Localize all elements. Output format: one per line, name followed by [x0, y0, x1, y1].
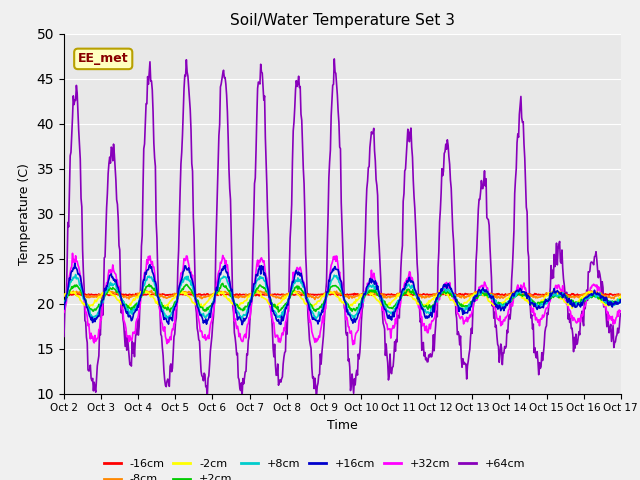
- -2cm: [428, 298, 435, 304]
- +16cm: [238, 322, 246, 327]
- -8cm: [428, 293, 435, 299]
- Line: +8cm: +8cm: [64, 275, 621, 320]
- +8cm: [72, 272, 79, 277]
- +64cm: [330, 56, 338, 62]
- +16cm: [617, 297, 625, 302]
- +64cm: [428, 354, 436, 360]
- +16cm: [128, 317, 136, 323]
- +2cm: [219, 280, 227, 286]
- +32cm: [428, 318, 436, 324]
- +32cm: [60, 310, 68, 315]
- -2cm: [617, 293, 625, 299]
- -16cm: [60, 291, 68, 297]
- +8cm: [185, 277, 193, 283]
- -16cm: [412, 292, 419, 298]
- Line: -16cm: -16cm: [64, 293, 621, 296]
- +32cm: [349, 342, 356, 348]
- +16cm: [214, 279, 222, 285]
- +64cm: [60, 334, 68, 339]
- +8cm: [60, 303, 68, 309]
- +64cm: [184, 73, 192, 79]
- +2cm: [428, 303, 436, 309]
- -16cm: [127, 292, 135, 298]
- +16cm: [71, 261, 79, 266]
- +2cm: [127, 308, 135, 313]
- +32cm: [71, 263, 79, 268]
- +2cm: [275, 309, 282, 315]
- +16cm: [428, 314, 436, 320]
- +16cm: [70, 266, 78, 272]
- +8cm: [214, 285, 222, 290]
- +8cm: [617, 299, 625, 305]
- Line: +32cm: +32cm: [64, 253, 621, 345]
- -16cm: [70, 291, 78, 297]
- -16cm: [184, 292, 192, 298]
- +32cm: [412, 289, 419, 295]
- +16cm: [412, 288, 419, 293]
- -8cm: [60, 293, 68, 299]
- +32cm: [617, 308, 625, 314]
- +16cm: [60, 306, 68, 312]
- Line: +64cm: +64cm: [64, 59, 621, 397]
- Title: Soil/Water Temperature Set 3: Soil/Water Temperature Set 3: [230, 13, 455, 28]
- +32cm: [128, 336, 136, 342]
- -16cm: [617, 292, 625, 298]
- -8cm: [411, 291, 419, 297]
- +16cm: [185, 265, 193, 271]
- +8cm: [128, 312, 136, 317]
- +64cm: [204, 395, 211, 400]
- +8cm: [351, 317, 358, 323]
- -2cm: [184, 293, 192, 299]
- +64cm: [214, 163, 222, 168]
- -16cm: [351, 290, 358, 296]
- -8cm: [214, 290, 221, 296]
- -2cm: [252, 287, 260, 293]
- -2cm: [214, 288, 221, 294]
- X-axis label: Time: Time: [327, 419, 358, 432]
- +2cm: [617, 298, 625, 304]
- +2cm: [412, 291, 419, 297]
- +64cm: [412, 222, 419, 228]
- -16cm: [428, 292, 436, 298]
- +2cm: [214, 289, 221, 295]
- +64cm: [127, 363, 135, 369]
- -8cm: [311, 297, 319, 302]
- -16cm: [356, 293, 364, 299]
- -2cm: [127, 300, 135, 306]
- Y-axis label: Temperature (C): Temperature (C): [18, 163, 31, 264]
- +32cm: [185, 262, 193, 267]
- -8cm: [70, 290, 78, 296]
- Text: EE_met: EE_met: [78, 52, 129, 65]
- -8cm: [479, 288, 487, 293]
- +8cm: [412, 289, 419, 295]
- Line: -8cm: -8cm: [64, 290, 621, 300]
- -2cm: [70, 290, 78, 296]
- -16cm: [214, 292, 221, 298]
- +32cm: [214, 271, 222, 277]
- +32cm: [68, 251, 76, 256]
- +8cm: [428, 306, 436, 312]
- +2cm: [60, 299, 68, 304]
- Line: -2cm: -2cm: [64, 290, 621, 308]
- +2cm: [184, 283, 192, 289]
- -2cm: [60, 293, 68, 299]
- Line: +2cm: +2cm: [64, 283, 621, 312]
- +8cm: [70, 275, 78, 281]
- -8cm: [184, 289, 192, 295]
- +64cm: [617, 311, 625, 316]
- Legend: -16cm, -8cm, -2cm, +2cm, +8cm, +16cm, +32cm, +64cm: -16cm, -8cm, -2cm, +2cm, +8cm, +16cm, +3…: [100, 455, 529, 480]
- -8cm: [127, 294, 135, 300]
- -8cm: [617, 292, 625, 298]
- Line: +16cm: +16cm: [64, 264, 621, 324]
- +64cm: [70, 102, 78, 108]
- +2cm: [70, 284, 78, 290]
- -2cm: [568, 305, 576, 311]
- -2cm: [411, 297, 419, 303]
